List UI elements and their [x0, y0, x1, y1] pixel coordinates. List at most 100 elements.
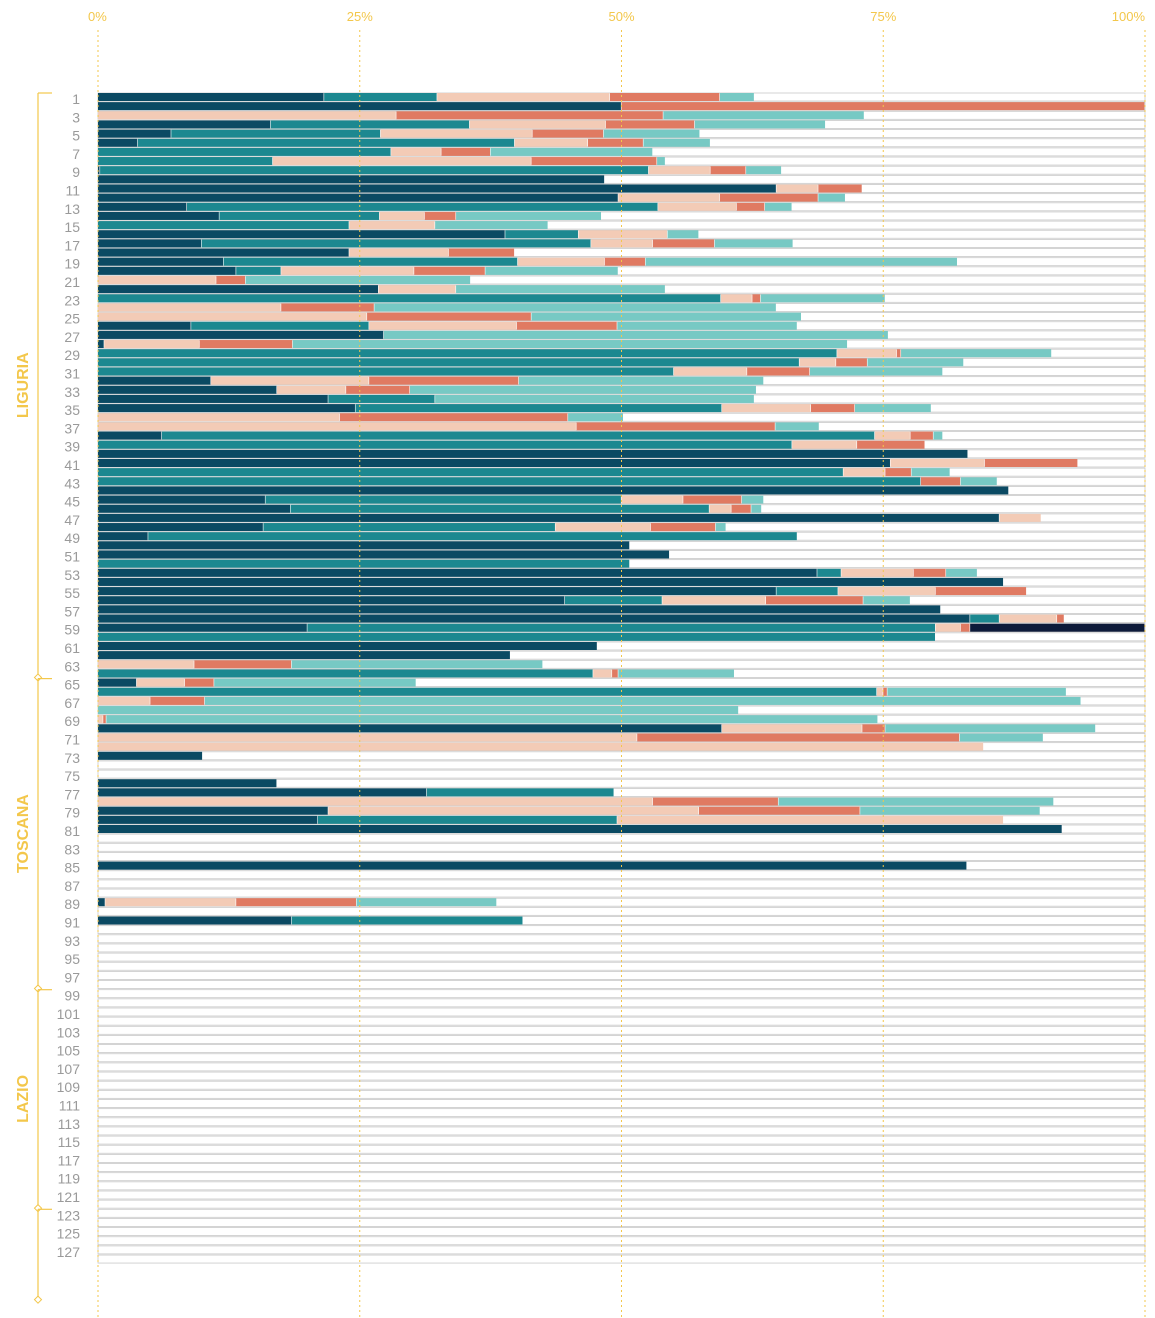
bar-segment [355, 404, 722, 413]
bar-segment [98, 797, 653, 806]
bar-segment [98, 211, 219, 220]
row-label: 57 [64, 603, 80, 619]
x-tick-labels: 0% 25% 50% 75% 100% [88, 9, 1145, 24]
row-label: 101 [57, 1006, 81, 1022]
bar-segment [328, 394, 435, 403]
bar-segment [485, 266, 618, 275]
bar-segment [98, 486, 1009, 495]
row-label: 105 [57, 1043, 81, 1059]
bar-segment [867, 358, 964, 367]
bar-segment [799, 358, 836, 367]
row-label: 103 [57, 1024, 81, 1040]
bar-segment [490, 147, 653, 156]
bar-segment [98, 248, 349, 257]
bar-segment [857, 440, 925, 449]
x-tick-label: 100% [1112, 9, 1146, 24]
bar-segment [98, 916, 292, 925]
bar-segment [837, 349, 897, 358]
bar-segment [211, 376, 369, 385]
bar-segment [959, 733, 1043, 742]
x-tick-label: 25% [347, 9, 373, 24]
bar-segment [663, 111, 864, 120]
bar-segment [98, 577, 1004, 586]
bar-segment [98, 587, 776, 596]
bar-segment [98, 788, 427, 797]
bar-segment [984, 459, 1078, 467]
bar-segment [98, 669, 593, 678]
bar-segment [591, 239, 653, 248]
bar-segment [98, 111, 396, 120]
bar-segment [98, 459, 890, 467]
bar-segment [667, 230, 699, 239]
bar-segment [105, 898, 236, 907]
bar-segment [98, 266, 236, 275]
bar-segment [98, 294, 721, 303]
row-background [97, 952, 1146, 962]
row-background [97, 760, 1146, 770]
bar-segment [98, 349, 837, 358]
row-label: 13 [64, 201, 80, 217]
bar-segment [98, 330, 384, 339]
row-label: 33 [64, 384, 80, 400]
bar-segment [98, 779, 277, 788]
row-background [97, 1044, 1146, 1053]
row-label: 67 [64, 695, 80, 711]
row-label: 69 [64, 713, 80, 729]
bar-segment [818, 184, 862, 193]
bar-segment [98, 303, 281, 312]
bar-segment [531, 312, 801, 321]
bar-segment [374, 303, 776, 312]
row-label: 63 [64, 658, 80, 674]
row-label: 119 [58, 1171, 81, 1187]
bar-segment [514, 138, 588, 147]
bar-segment [578, 230, 667, 239]
bar-segment [776, 184, 818, 193]
bar-segment [98, 742, 984, 751]
bar-segment [369, 321, 517, 330]
bar-segment [219, 211, 380, 220]
bar-segment [98, 541, 630, 550]
bar-segment [885, 724, 1096, 733]
bar-segment [98, 715, 103, 724]
bar-segment [349, 248, 449, 257]
bar-segment [764, 202, 792, 211]
row-label: 71 [64, 732, 80, 748]
bar-segment [935, 587, 1027, 596]
bar-segment [98, 523, 263, 532]
bar-segment [617, 815, 1004, 824]
bar-segment [292, 340, 848, 349]
bar-segment [883, 687, 887, 696]
bar-segment [98, 706, 739, 715]
bar-segment [98, 660, 194, 669]
bar-segment [946, 568, 977, 577]
bar-segment [876, 687, 883, 696]
bar-segment [98, 120, 271, 129]
bar-segment [346, 385, 410, 394]
bar-segment [617, 321, 797, 330]
bar-segment [970, 614, 999, 623]
bar-segment [98, 724, 722, 733]
bar-segment [349, 221, 435, 230]
bar-segment [778, 797, 1054, 806]
bar-segment [98, 815, 318, 824]
bar-segment [648, 166, 710, 175]
bar-segment [216, 276, 246, 284]
row-label: 73 [64, 750, 80, 766]
bar-segment [98, 550, 670, 559]
bar-segment [98, 166, 100, 175]
bar-segment [593, 669, 612, 678]
bar-segment [765, 596, 863, 605]
x-tick-label: 75% [870, 9, 896, 24]
bar-segment [999, 614, 1057, 623]
bar-segment [98, 230, 505, 239]
bar-segment [391, 147, 441, 156]
bar-segment [714, 239, 793, 248]
row-label: 123 [57, 1207, 81, 1223]
bar-segment [673, 367, 747, 376]
row-label: 27 [64, 329, 80, 345]
bar-segment [98, 376, 211, 385]
bar-segment [291, 916, 523, 925]
bar-segment [414, 266, 485, 275]
row-label: 117 [58, 1152, 81, 1168]
bar-segment [618, 193, 720, 202]
